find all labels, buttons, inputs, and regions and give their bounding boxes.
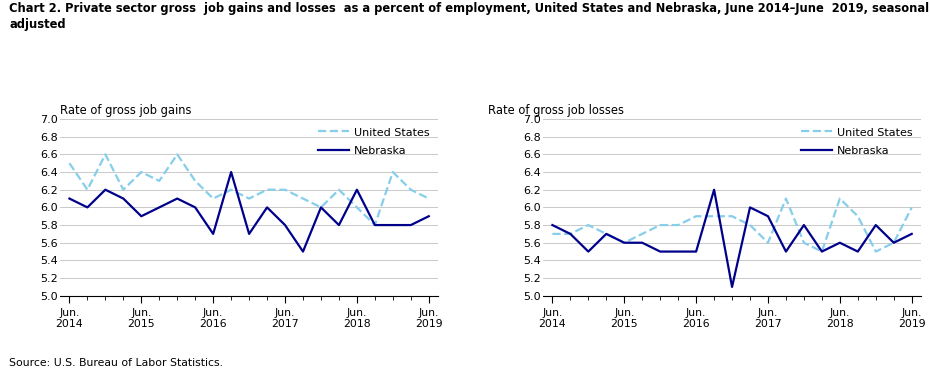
Nebraska — [672, 249, 684, 254]
Line: Nebraska: Nebraska — [70, 172, 429, 251]
Nebraska — [298, 249, 309, 254]
United States — [655, 223, 666, 227]
United States — [207, 196, 219, 201]
Text: Rate of gross job losses: Rate of gross job losses — [488, 104, 624, 117]
Nebraska — [565, 232, 576, 236]
United States — [64, 161, 75, 166]
United States — [405, 187, 417, 192]
Nebraska — [100, 187, 111, 192]
United States — [780, 196, 791, 201]
United States — [226, 187, 237, 192]
Nebraska — [64, 196, 75, 201]
United States — [870, 249, 882, 254]
United States — [637, 232, 648, 236]
United States — [817, 249, 828, 254]
Nebraska — [172, 196, 183, 201]
Nebraska — [153, 205, 165, 210]
United States — [82, 187, 93, 192]
Nebraska — [226, 170, 237, 174]
Nebraska — [906, 232, 917, 236]
United States — [547, 232, 558, 236]
Nebraska — [817, 249, 828, 254]
Nebraska — [763, 214, 774, 218]
Nebraska — [279, 223, 290, 227]
Line: Nebraska: Nebraska — [552, 190, 911, 287]
United States — [583, 223, 594, 227]
Nebraska — [834, 241, 845, 245]
Nebraska — [637, 241, 648, 245]
United States — [352, 205, 363, 210]
United States — [906, 205, 917, 210]
Nebraska — [691, 249, 702, 254]
United States — [565, 232, 576, 236]
Nebraska — [798, 223, 809, 227]
Nebraska — [244, 232, 255, 236]
United States — [333, 187, 344, 192]
United States — [136, 170, 147, 174]
United States — [172, 152, 183, 157]
United States — [726, 214, 737, 218]
Nebraska — [369, 223, 380, 227]
Nebraska — [870, 223, 882, 227]
Nebraska — [261, 205, 272, 210]
Nebraska — [780, 249, 791, 254]
United States — [691, 214, 702, 218]
Nebraska — [655, 249, 666, 254]
Nebraska — [118, 196, 129, 201]
United States — [261, 187, 272, 192]
United States — [852, 214, 863, 218]
United States — [744, 223, 755, 227]
United States — [763, 241, 774, 245]
United States — [709, 214, 720, 218]
Nebraska — [387, 223, 398, 227]
United States — [244, 196, 255, 201]
Text: Chart 2. Private sector gross  job gains and losses  as a percent of employment,: Chart 2. Private sector gross job gains … — [9, 2, 930, 31]
Nebraska — [352, 187, 363, 192]
Nebraska — [547, 223, 558, 227]
Nebraska — [852, 249, 863, 254]
United States — [834, 196, 845, 201]
United States — [100, 152, 111, 157]
United States — [118, 187, 129, 192]
Line: United States: United States — [70, 154, 429, 225]
United States — [798, 241, 809, 245]
United States — [601, 232, 612, 236]
Nebraska — [190, 205, 201, 210]
Text: Source: U.S. Bureau of Labor Statistics.: Source: U.S. Bureau of Labor Statistics. — [9, 358, 223, 368]
Nebraska — [405, 223, 417, 227]
Nebraska — [583, 249, 594, 254]
United States — [279, 187, 290, 192]
United States — [153, 179, 165, 183]
Nebraska — [82, 205, 93, 210]
United States — [423, 196, 434, 201]
United States — [315, 205, 326, 210]
Nebraska — [333, 223, 344, 227]
Nebraska — [423, 214, 434, 218]
Legend: United States, Nebraska: United States, Nebraska — [315, 125, 432, 158]
Nebraska — [744, 205, 755, 210]
Nebraska — [709, 187, 720, 192]
United States — [190, 179, 201, 183]
Nebraska — [207, 232, 219, 236]
Text: Rate of gross job gains: Rate of gross job gains — [60, 104, 192, 117]
United States — [888, 241, 899, 245]
Nebraska — [618, 241, 630, 245]
Nebraska — [315, 205, 326, 210]
United States — [672, 223, 684, 227]
Nebraska — [888, 241, 899, 245]
United States — [369, 223, 380, 227]
Line: United States: United States — [552, 199, 911, 251]
United States — [298, 196, 309, 201]
Nebraska — [136, 214, 147, 218]
Nebraska — [726, 285, 737, 289]
Legend: United States, Nebraska: United States, Nebraska — [799, 125, 915, 158]
United States — [387, 170, 398, 174]
United States — [618, 241, 630, 245]
Nebraska — [601, 232, 612, 236]
